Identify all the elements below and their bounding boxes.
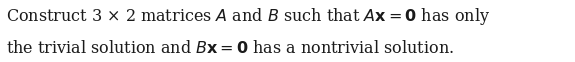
Text: Construct 3 × 2 matrices $A$ and $B$ such that $A\mathbf{x} = \mathbf{0}$ has on: Construct 3 × 2 matrices $A$ and $B$ suc… <box>6 6 490 27</box>
Text: the trivial solution and $B\mathbf{x} = \mathbf{0}$ has a nontrivial solution.: the trivial solution and $B\mathbf{x} = … <box>6 40 454 57</box>
